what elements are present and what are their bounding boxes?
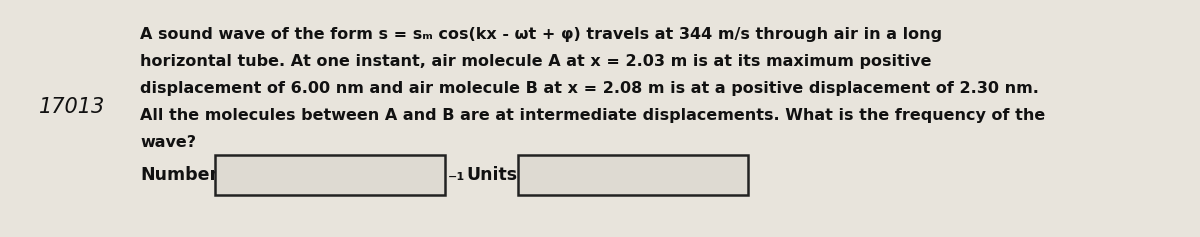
Text: All the molecules between A and B are at intermediate displacements. What is the: All the molecules between A and B are at… [140, 108, 1045, 123]
Text: displacement of 6.00 nm and air molecule B at x = 2.08 m is at a positive displa: displacement of 6.00 nm and air molecule… [140, 81, 1039, 96]
Text: 17013: 17013 [38, 97, 106, 117]
Text: A sound wave of the form s = sₘ cos(kx - ωt + φ) travels at 344 m/s through air : A sound wave of the form s = sₘ cos(kx -… [140, 27, 942, 42]
Text: Number: Number [140, 166, 218, 184]
Bar [518, 155, 748, 195]
Bar [215, 155, 445, 195]
Text: horizontal tube. At one instant, air molecule A at x = 2.03 m is at its maximum : horizontal tube. At one instant, air mol… [140, 54, 931, 69]
Text: wave?: wave? [140, 135, 196, 150]
Text: −1: −1 [448, 172, 466, 182]
Text: Units: Units [466, 166, 517, 184]
